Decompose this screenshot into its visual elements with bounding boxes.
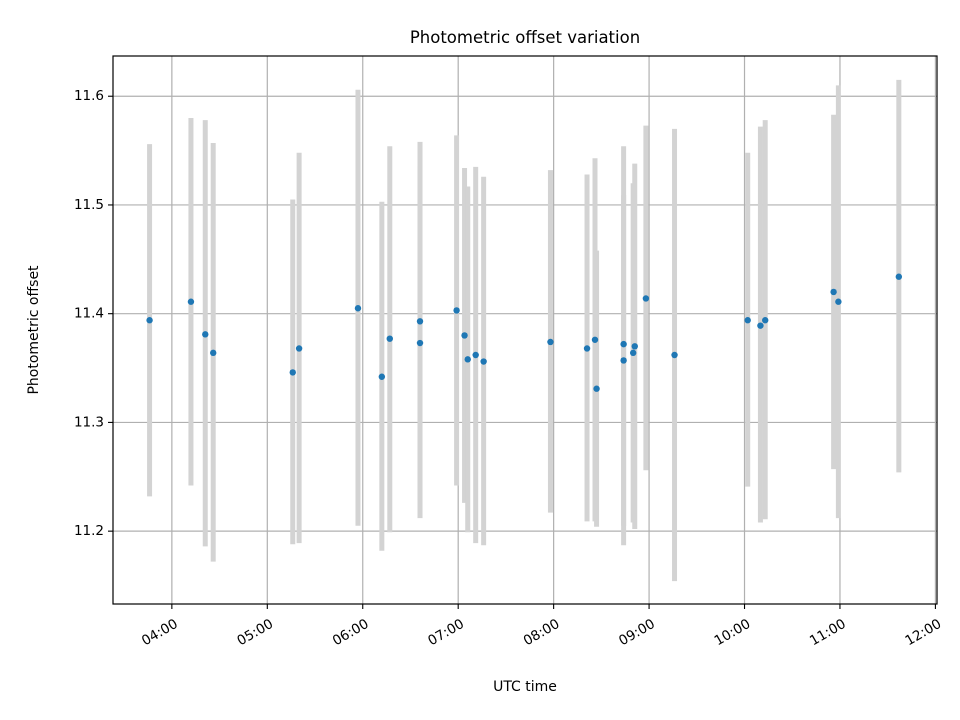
y-tick-label: 11.4 (74, 306, 104, 322)
data-point (547, 338, 554, 346)
data-point (295, 345, 303, 352)
data-point (620, 357, 627, 364)
y-tick-label: 11.2 (74, 523, 104, 539)
data-point (386, 335, 393, 342)
data-point (416, 318, 424, 325)
data-point (464, 356, 471, 363)
chart-title: Photometric offset variation (410, 28, 640, 47)
data-point (830, 288, 837, 296)
data-point (762, 317, 769, 324)
data-point (757, 322, 764, 329)
data-point (593, 385, 600, 392)
data-point (416, 339, 424, 347)
y-tick-label: 11.6 (74, 88, 104, 104)
data-point (895, 273, 903, 280)
plot-frame (112, 55, 938, 605)
data-point (620, 340, 627, 348)
y-tick-label: 11.5 (74, 197, 104, 213)
data-point (289, 369, 296, 376)
data-point (210, 349, 217, 357)
data-point (354, 305, 362, 312)
data-point (472, 351, 479, 359)
data-point (583, 345, 591, 352)
data-point (146, 317, 153, 324)
data-points (146, 273, 903, 392)
data-point (453, 307, 460, 314)
data-point (591, 336, 599, 343)
data-point (202, 331, 209, 338)
data-point (461, 332, 468, 339)
data-point (480, 358, 487, 365)
data-point (187, 298, 195, 305)
data-point (744, 317, 751, 324)
grid (113, 56, 937, 604)
data-point (378, 373, 386, 380)
x-axis-label: UTC time (493, 679, 557, 695)
data-point (835, 298, 842, 305)
data-point (629, 349, 637, 357)
y-tick-label: 11.3 (74, 414, 104, 430)
y-axis-label: Photometric offset (26, 265, 42, 395)
data-point (671, 351, 678, 359)
data-point (642, 295, 650, 302)
data-point (631, 343, 638, 350)
